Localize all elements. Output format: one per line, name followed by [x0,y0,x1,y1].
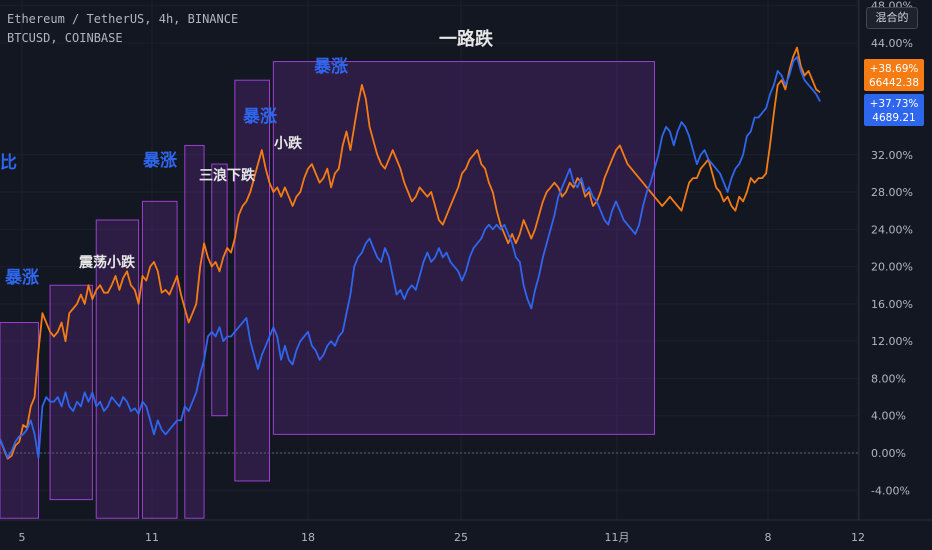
annotation-label: 一路跌 [439,28,494,50]
x-tick-label: 18 [301,531,315,544]
annotation-label: 暴涨 [313,57,348,77]
x-tick-label: 12 [851,531,865,544]
annotation-label: 暴涨 [242,107,277,127]
annotation-box[interactable] [0,322,39,519]
x-tick-label: 8 [765,531,772,544]
annotation-box[interactable] [234,79,271,482]
scale-mode-button[interactable]: 混合的 [866,7,918,29]
annotation-label: 小跌 [274,136,303,152]
badge-price-text: 66442.38 [869,77,919,89]
annotation-box[interactable] [141,200,178,519]
badge-change-text: +37.73% [870,98,919,110]
annotation-label: 震荡小跌 [78,254,136,271]
y-tick-label: 12.00% [871,335,913,348]
eth-series-line[interactable] [0,46,821,460]
badge-price-text: 4689.21 [872,112,915,124]
y-tick-label: 32.00% [871,149,913,162]
y-axis[interactable]: 48.00%44.00%32.00%28.00%24.00%20.00%16.0… [858,0,913,520]
y-tick-label: 4.00% [871,410,906,423]
badge-change-text: +38.69% [870,63,919,75]
annotation-label: 三浪下跌 [199,167,256,184]
y-tick-label: 28.00% [871,186,913,199]
btc-series-line[interactable] [0,56,821,459]
x-tick-label: 11 [145,531,159,544]
compare-symbol-label[interactable]: BTCUSD, COINBASE [7,31,123,45]
grid [0,0,858,520]
annotation-box[interactable] [272,61,655,435]
y-tick-label: 16.00% [871,298,913,311]
annotation-boxes [0,61,655,519]
annotation-box[interactable] [211,163,228,417]
y-tick-label: 24.00% [871,223,913,236]
x-tick-label: 11月 [605,531,630,544]
x-tick-label: 25 [454,531,468,544]
annotation-label: 暴涨 [142,151,177,171]
y-tick-label: 44.00% [871,37,913,50]
annotation-label: 暴涨 [4,268,39,288]
annotation-box[interactable] [184,144,205,519]
annotation-box[interactable] [95,219,140,519]
y-tick-label: -4.00% [871,484,910,497]
annotation-box[interactable] [49,284,93,501]
y-tick-label: 8.00% [871,372,906,385]
y-tick-label: 0.00% [871,447,906,460]
main-symbol-label[interactable]: Ethereum / TetherUS, 4h, BINANCE [7,12,239,26]
series-lines [0,46,821,460]
eth-last-value-badge [864,59,924,91]
annotation-label: 比 [0,152,17,173]
x-axis[interactable]: 5 11 18 25 11月 8 12 [0,519,932,544]
btc-last-value-badge [864,94,924,126]
y-tick-label: 20.00% [871,261,913,274]
x-tick-label: 5 [19,531,26,544]
last-value-badges: +38.69% 66442.38 +37.73% 4689.21 [864,59,924,126]
